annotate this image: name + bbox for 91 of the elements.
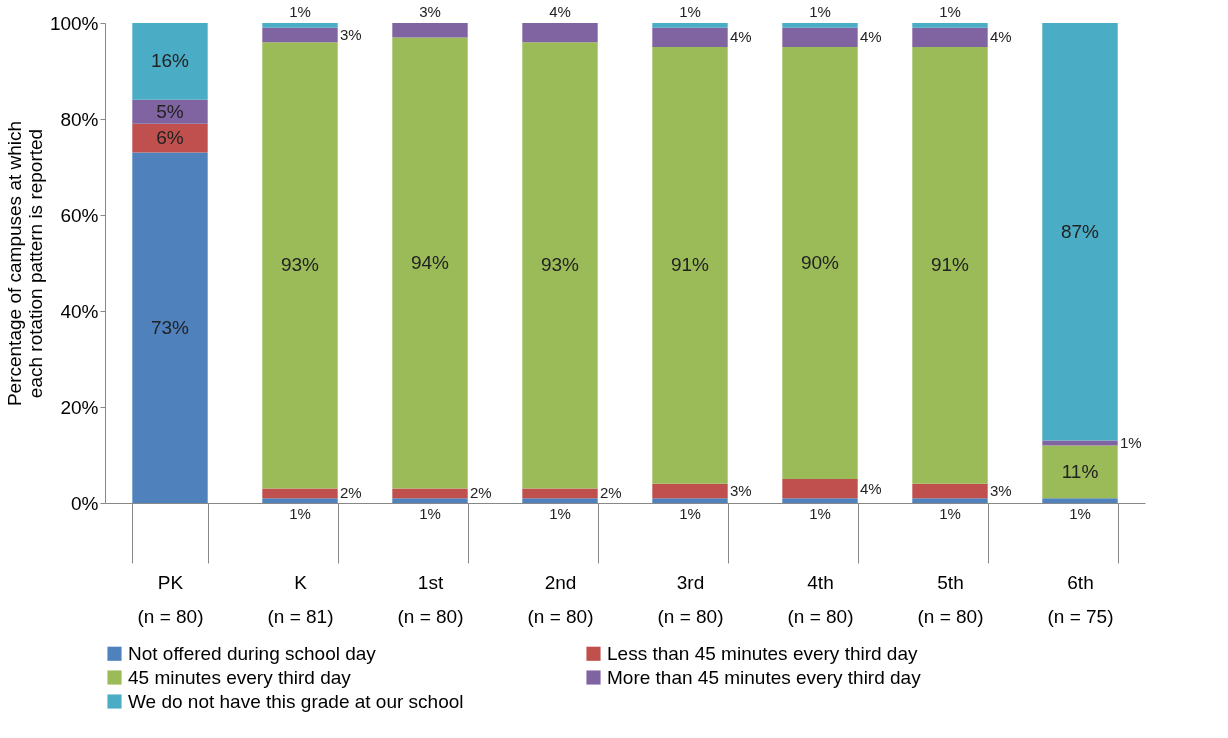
legend-label: Less than 45 minutes every third day — [607, 642, 918, 664]
bar — [522, 23, 598, 43]
bar — [522, 42, 598, 489]
bar — [652, 23, 728, 28]
y-tick-label: 20% — [60, 396, 99, 418]
y-tick-label: 100% — [49, 12, 99, 34]
bar — [262, 23, 338, 28]
bar — [262, 498, 338, 503]
data-label: 93% — [540, 254, 580, 276]
bar — [262, 27, 338, 43]
data-label: 3% — [340, 26, 362, 43]
x-tick-label: 1st (n = 80) — [397, 571, 464, 627]
x-tick-label: PK (n = 80) — [137, 571, 204, 627]
bar — [1042, 445, 1118, 499]
x-tick-label: 4th (n = 80) — [787, 571, 854, 627]
bar — [392, 37, 468, 489]
data-label: 2% — [470, 484, 492, 502]
data-label: 87% — [1060, 220, 1100, 242]
bar — [522, 488, 598, 499]
data-label: 1% — [809, 3, 831, 20]
x-tick-label: 2nd (n = 80) — [527, 571, 594, 627]
y-tick-label: 0% — [71, 492, 99, 514]
data-label: 5% — [156, 100, 184, 122]
bar — [782, 23, 858, 28]
data-label: 3% — [419, 3, 441, 20]
data-label: 1% — [679, 505, 701, 522]
data-label: 91% — [930, 254, 970, 276]
data-label: 4% — [549, 3, 571, 20]
x-tick-label: K (n = 81) — [267, 571, 334, 627]
bar — [392, 23, 468, 38]
legend-label: 45 minutes every third day — [128, 666, 352, 688]
bar — [262, 488, 338, 499]
data-label: 4% — [860, 479, 882, 497]
bar — [652, 27, 728, 47]
bar — [522, 498, 598, 503]
y-tick-label: 40% — [60, 300, 99, 322]
data-label: 1% — [939, 505, 961, 522]
data-label: 16% — [150, 50, 190, 72]
data-label: 11% — [1061, 460, 1099, 482]
bar — [262, 42, 338, 489]
bar — [392, 498, 468, 503]
legend-label: Not offered during school day — [128, 642, 377, 664]
bar — [912, 47, 988, 484]
data-label: 3% — [730, 482, 752, 499]
bar — [782, 27, 858, 47]
bar — [782, 498, 858, 503]
data-label: 1% — [289, 3, 311, 20]
data-label: 4% — [730, 28, 752, 46]
data-label: 4% — [860, 28, 882, 46]
bar — [912, 27, 988, 47]
y-tick-label: 60% — [60, 204, 99, 226]
data-label: 1% — [1069, 505, 1091, 522]
y-axis-title: Percentage of campuses at which each rotation pattern is reported — [3, 120, 46, 407]
data-label: 6% — [156, 127, 184, 149]
x-tick-label: 3rd (n = 80) — [657, 571, 724, 627]
bar — [132, 23, 208, 100]
bar — [132, 152, 208, 503]
bar — [1042, 498, 1118, 503]
data-label: 1% — [549, 505, 571, 522]
data-label: 1% — [809, 505, 831, 522]
x-tick-label: 5th (n = 80) — [917, 571, 984, 627]
data-label: 4% — [990, 28, 1012, 46]
data-label: 94% — [410, 252, 450, 273]
data-label: 1% — [939, 3, 961, 20]
data-label: 1% — [289, 505, 311, 522]
data-label: 93% — [280, 254, 320, 276]
data-label: 1% — [679, 3, 701, 20]
data-label: 91% — [670, 254, 710, 276]
data-label: 90% — [800, 252, 840, 273]
bar — [1042, 23, 1118, 441]
x-tick-label: 6th (n = 75) — [1047, 571, 1114, 627]
y-tick-label: 80% — [60, 108, 99, 130]
bar — [912, 483, 988, 499]
bar — [652, 483, 728, 499]
data-label: 1% — [1120, 434, 1142, 451]
bar — [652, 47, 728, 484]
bar — [782, 47, 858, 479]
bar — [132, 123, 208, 153]
legend-label: More than 45 minutes every third day — [607, 666, 922, 688]
bar — [392, 488, 468, 499]
data-label: 3% — [990, 482, 1012, 499]
bar — [132, 99, 208, 124]
bar — [782, 479, 858, 499]
bar — [912, 23, 988, 28]
data-label: 73% — [150, 316, 190, 338]
bar — [652, 498, 728, 503]
data-label: 2% — [340, 484, 362, 502]
data-label: 2% — [600, 484, 622, 502]
data-label: 1% — [419, 505, 441, 522]
bar — [912, 498, 988, 503]
legend-label: We do not have this grade at our school — [128, 690, 464, 712]
